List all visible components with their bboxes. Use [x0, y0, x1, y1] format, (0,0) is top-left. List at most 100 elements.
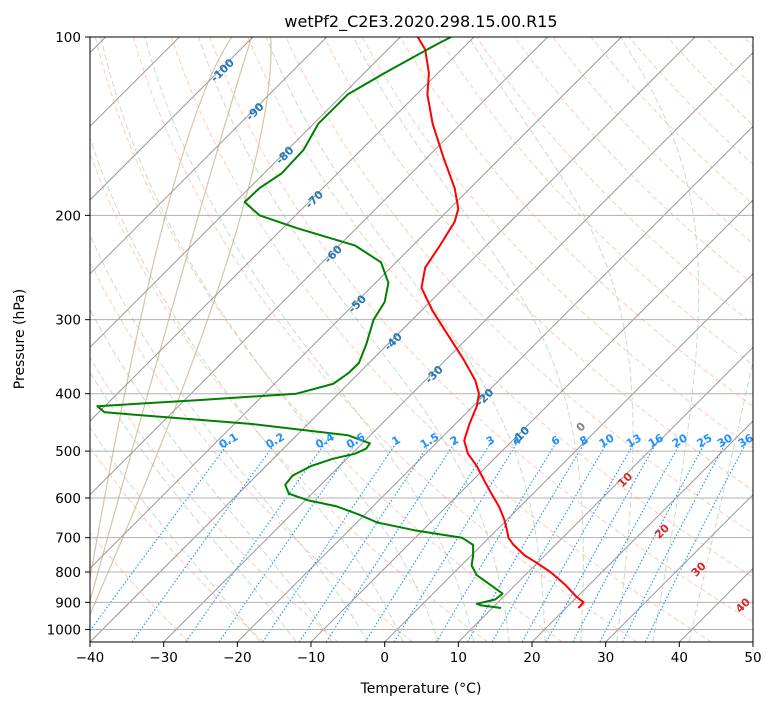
isotherm-line	[163, 51, 753, 642]
dry-adiabat-line	[476, 37, 753, 325]
mixing-ratio-label: 30	[715, 431, 735, 450]
dry-adiabat-label: -10	[509, 424, 532, 447]
mixing-ratio-label: 25	[695, 431, 715, 450]
y-tick-label: 600	[55, 491, 81, 507]
moist-adiabat-line	[100, 37, 439, 642]
moist-adiabat-label: 0	[574, 420, 589, 435]
x-tick-label: 20	[523, 650, 540, 666]
dry-adiabat-line	[90, 446, 264, 642]
moist-adiabat-line	[90, 308, 333, 642]
x-tick-label: −20	[223, 650, 252, 666]
dry-adiabat-line	[247, 37, 753, 578]
dry-adiabat-line	[132, 37, 638, 642]
isotherm-line	[678, 567, 753, 642]
dry-adiabat-label: -80	[273, 144, 296, 167]
dry-adiabat-line	[590, 37, 753, 205]
mixing-ratio-label: 36	[736, 431, 756, 450]
mixing-ratio-label: 10	[597, 431, 617, 450]
mixing-ratio-line	[364, 440, 493, 642]
mixing-ratio-line	[545, 440, 659, 642]
dry-adiabat-line	[437, 37, 753, 366]
y-tick-label: 800	[55, 565, 81, 581]
isotherm-line	[90, 37, 549, 496]
y-axis-label: Pressure (hPa)	[12, 289, 28, 389]
moist-adiabat-label: 40	[733, 595, 753, 615]
dry-adiabat-label: -100	[208, 56, 237, 85]
moist-adiabat-line	[620, 37, 700, 642]
x-tick-label: −40	[76, 650, 105, 666]
isotherm-line	[531, 420, 753, 642]
dry-adiabat-line	[323, 37, 753, 491]
moist-adiabat-line	[265, 37, 546, 642]
dry-adiabat-line	[90, 260, 414, 642]
mixing-ratio-line	[218, 440, 358, 642]
moist-adiabat-line	[90, 426, 261, 642]
isotherm-line	[90, 37, 401, 349]
dry-adiabat-line	[94, 37, 563, 642]
mixing-ratio-label: 6	[549, 433, 562, 448]
dry-adiabat-line	[704, 37, 753, 87]
dewpoint-profile-line	[96, 37, 504, 609]
dry-adiabat-line	[628, 37, 753, 166]
mixing-ratio-label: 13	[624, 431, 644, 450]
moist-adiabat-line	[90, 371, 297, 642]
mixing-ratio-label: 16	[646, 431, 666, 450]
y-tick-label: 900	[55, 595, 81, 611]
dry-adiabat-line	[285, 37, 753, 535]
mixing-ratio-label: 2	[448, 433, 461, 448]
mixing-ratio-line	[435, 440, 558, 642]
dry-adiabat-label: -40	[382, 330, 405, 353]
dry-adiabat-line	[90, 531, 190, 642]
moist-adiabat-line	[90, 233, 369, 642]
mixing-ratio-line	[467, 440, 587, 642]
moist-adiabat-line	[688, 358, 753, 642]
isotherm-line	[90, 37, 475, 422]
isotherm-line	[236, 125, 753, 642]
moist-adiabat-label: 30	[689, 559, 709, 579]
x-tick-label: 10	[450, 650, 467, 666]
isotherm-line	[90, 37, 622, 570]
y-tick-label: 400	[55, 387, 81, 403]
mixing-ratio-line	[572, 440, 683, 642]
x-tick-label: −10	[297, 650, 326, 666]
x-tick-label: −30	[149, 650, 178, 666]
isotherm-line	[90, 37, 254, 201]
chart-title: wetPf2_C2E3.2020.298.15.00.R15	[284, 12, 557, 32]
dry-adiabat-label: -60	[322, 242, 345, 265]
mixing-ratio-label: 1.5	[418, 430, 441, 451]
dry-adiabat-line	[209, 37, 753, 623]
mixing-ratio-line	[393, 440, 520, 642]
moist-adiabat-line	[468, 37, 634, 642]
mixing-ratio-line	[185, 440, 328, 642]
mixing-ratio-label: 0.6	[344, 430, 368, 451]
dry-adiabat-line	[514, 37, 753, 285]
isotherm-line	[310, 199, 753, 642]
isotherm-line	[605, 493, 753, 642]
moist-adiabat-line	[198, 37, 510, 642]
isotherm-line	[384, 272, 753, 642]
plot-frame	[89, 36, 754, 643]
mixing-ratio-line	[599, 440, 707, 642]
mixing-ratio-line	[262, 440, 399, 642]
curve-line	[90, 37, 253, 604]
y-tick-label: 300	[55, 313, 81, 329]
moist-adiabat-line	[144, 37, 475, 642]
x-tick-label: 50	[744, 650, 761, 666]
y-tick-label: 500	[55, 444, 81, 460]
dry-adiabat-line	[170, 37, 712, 642]
dry-adiabat-label: -70	[303, 188, 326, 211]
mixing-ratio-line	[90, 440, 231, 632]
mixing-ratio-label: 0.1	[217, 430, 240, 451]
mixing-ratio-line	[325, 440, 457, 642]
dry-adiabat-line	[399, 37, 753, 407]
x-tick-label: 40	[671, 650, 688, 666]
moist-adiabat-line	[353, 37, 584, 642]
mixing-ratio-line	[298, 440, 432, 642]
moist-adiabat-label: 10	[615, 470, 635, 490]
dry-adiabat-label: -30	[423, 363, 446, 386]
isotherm-line	[90, 37, 328, 275]
mixing-ratio-label: 1	[390, 433, 403, 448]
mixing-ratio-label: 8	[577, 433, 590, 448]
curve-line	[90, 37, 233, 583]
